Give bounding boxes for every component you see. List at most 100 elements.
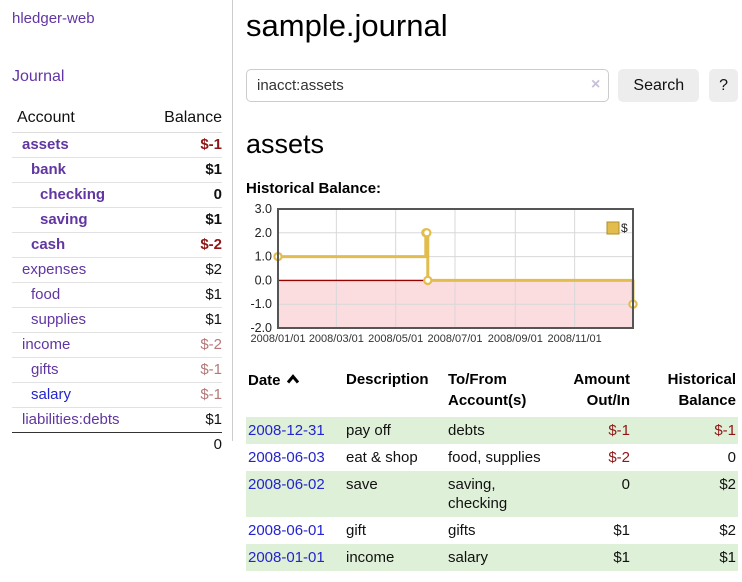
register-row: 2008-06-03 eat & shop food, supplies $-2… (246, 444, 738, 471)
transaction-amount: $1 (613, 549, 630, 566)
svg-text:3.0: 3.0 (255, 202, 272, 216)
account-row: saving $1 (12, 208, 222, 233)
transaction-description: income (346, 549, 395, 566)
account-balance: $-1 (200, 136, 222, 153)
page-title: sample.journal (246, 8, 448, 43)
register-table: Date Description To/From Account(s) Amou… (246, 367, 738, 571)
chart-title: Historical Balance: (246, 180, 382, 197)
brand-link[interactable]: hledger-web (12, 10, 95, 27)
transaction-balance: $1 (719, 549, 736, 566)
svg-text:$: $ (621, 221, 628, 235)
accounts-tree: Account Balance assets $-1 bank $1 check… (12, 107, 222, 456)
column-header-amount: Amount Out/In (573, 371, 630, 409)
column-header-tofrom: To/From Account(s) (448, 371, 527, 409)
account-row: liabilities:debts $1 (12, 408, 222, 433)
accounts-header: Account Balance (12, 107, 222, 133)
account-balance: 0 (213, 186, 222, 203)
transaction-amount: 0 (621, 476, 630, 493)
svg-text:0.0: 0.0 (255, 273, 272, 287)
register-row: 2008-06-01 gift gifts $1 $2 (246, 517, 738, 544)
sidebar-account-cash[interactable]: cash (31, 236, 66, 253)
register-row: 2008-01-01 income salary $1 $1 (246, 544, 738, 571)
account-row: assets $-1 (12, 133, 222, 158)
transaction-description: save (346, 476, 378, 493)
svg-text:2008/01/01: 2008/01/01 (250, 333, 305, 345)
accounts-total-value: 0 (213, 436, 222, 453)
sidebar-account-saving[interactable]: saving (40, 211, 88, 228)
account-row: cash $-2 (12, 233, 222, 258)
transaction-accounts: debts (448, 422, 485, 439)
account-balance: $-1 (200, 386, 222, 403)
svg-text:2.0: 2.0 (255, 226, 272, 240)
register-row: 2008-12-31 pay off debts $-1 $-1 (246, 417, 738, 444)
transaction-accounts: food, supplies (448, 449, 541, 466)
account-row: income $-2 (12, 333, 222, 358)
transaction-amount: $1 (613, 522, 630, 539)
svg-text:2008/09/01: 2008/09/01 (488, 333, 543, 345)
account-row: salary $-1 (12, 383, 222, 408)
account-balance: $-1 (200, 361, 222, 378)
svg-text:2008/07/01: 2008/07/01 (427, 333, 482, 345)
transaction-amount: $-2 (608, 449, 630, 466)
svg-text:2008/03/01: 2008/03/01 (309, 333, 364, 345)
sidebar-account-gifts[interactable]: gifts (31, 361, 59, 378)
historical-balance-chart: $3.0 2.0 1.0 0.0 -1.0 -2.0 2008/01/01 2008/03/0… (246, 202, 738, 347)
sidebar-item-journal[interactable]: Journal (12, 68, 65, 85)
transaction-date-link[interactable]: 2008-06-02 (248, 476, 325, 493)
svg-text:1.0: 1.0 (255, 250, 272, 264)
transaction-balance: $2 (719, 522, 736, 539)
transaction-date-link[interactable]: 2008-06-03 (248, 449, 325, 466)
sidebar-account-income[interactable]: income (22, 336, 71, 353)
account-row: gifts $-1 (12, 358, 222, 383)
help-button[interactable]: ? (709, 69, 738, 102)
sidebar-account-checking[interactable]: checking (40, 186, 106, 203)
clear-search-icon[interactable]: × (591, 76, 601, 93)
column-header-description: Description (346, 371, 429, 388)
sort-ascending-icon (286, 369, 300, 390)
sidebar-account-supplies[interactable]: supplies (31, 311, 87, 328)
transaction-accounts: gifts (448, 522, 476, 539)
account-balance: $1 (205, 286, 222, 303)
accounts-header-balance: Balance (164, 109, 222, 126)
search-form: × Search ? (246, 69, 738, 102)
sidebar-account-liabilities-debts[interactable]: liabilities:debts (22, 411, 120, 428)
account-row: food $1 (12, 283, 222, 308)
transaction-date-link[interactable]: 2008-01-01 (248, 549, 325, 566)
register-row: 2008-06-02 save saving, checking 0 $2 (246, 471, 738, 517)
sidebar-account-bank[interactable]: bank (31, 161, 67, 178)
transaction-balance: 0 (727, 449, 736, 466)
account-row: supplies $1 (12, 308, 222, 333)
transaction-balance: $-1 (714, 422, 736, 439)
column-header-date[interactable]: Date (246, 367, 344, 417)
transaction-balance: $2 (719, 476, 736, 493)
transaction-date-link[interactable]: 2008-12-31 (248, 422, 325, 439)
svg-text:2008/05/01: 2008/05/01 (368, 333, 423, 345)
search-button[interactable]: Search (618, 69, 700, 102)
transaction-accounts: saving, checking (448, 476, 508, 512)
account-row: bank $1 (12, 158, 222, 183)
sidebar-account-food[interactable]: food (31, 286, 61, 303)
accounts-header-account: Account (17, 109, 75, 126)
main-content: sample.journal × Search ? assets Histori… (246, 0, 738, 571)
sidebar-account-expenses[interactable]: expenses (22, 261, 87, 278)
column-header-date-label: Date (248, 372, 281, 389)
search-input[interactable] (246, 69, 610, 102)
account-balance: $1 (205, 411, 222, 428)
account-balance: $1 (205, 311, 222, 328)
account-balance: $2 (205, 261, 222, 278)
account-heading: assets (246, 129, 325, 159)
transaction-accounts: salary (448, 549, 489, 566)
sidebar-account-salary[interactable]: salary (31, 386, 72, 403)
account-balance: $1 (205, 211, 222, 228)
register-header-row: Date Description To/From Account(s) Amou… (246, 367, 738, 417)
accounts-total-row: 0 (12, 432, 222, 456)
transaction-description: gift (346, 522, 367, 539)
transaction-date-link[interactable]: 2008-06-01 (248, 522, 325, 539)
transaction-description: pay off (346, 422, 391, 439)
sidebar-account-assets[interactable]: assets (22, 136, 69, 153)
account-balance: $-2 (200, 336, 222, 353)
account-balance: $1 (205, 161, 222, 178)
account-row: expenses $2 (12, 258, 222, 283)
